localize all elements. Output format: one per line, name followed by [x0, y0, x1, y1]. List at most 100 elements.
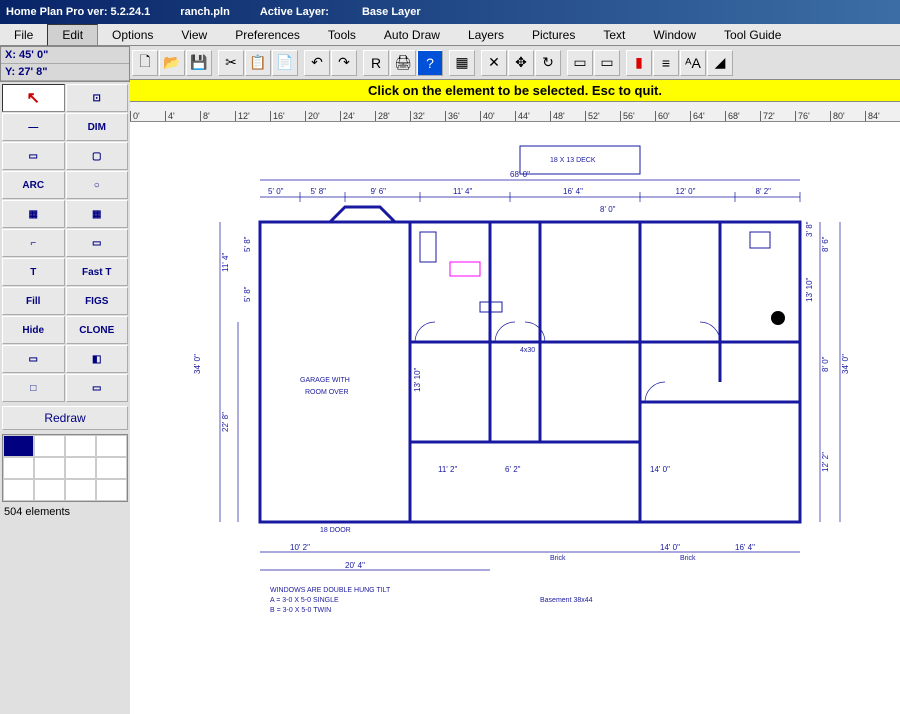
ruler-tick: 80' — [830, 111, 865, 121]
tool-entity2[interactable]: ◧ — [66, 345, 129, 373]
ruler-tick: 20' — [305, 111, 340, 121]
svg-text:Basement 38x44: Basement 38x44 — [540, 597, 593, 604]
color-swatch-11[interactable] — [96, 479, 127, 501]
tool-rounded-rect[interactable]: ▢ — [66, 142, 129, 170]
menu-pictures[interactable]: Pictures — [518, 25, 589, 45]
tb-shape-tb-icon[interactable]: ▭ — [567, 50, 593, 76]
ruler-tick: 60' — [655, 111, 690, 121]
ruler-tick: 72' — [760, 111, 795, 121]
tb-colors-tb-icon[interactable]: ▮ — [626, 50, 652, 76]
tool-select-rect[interactable]: ⊡ — [66, 84, 129, 112]
color-swatch-2[interactable] — [65, 435, 96, 457]
tb-copy-icon[interactable]: 📋 — [245, 50, 271, 76]
tb-save-icon[interactable]: 💾 — [186, 50, 212, 76]
tb-help-icon[interactable]: ? — [417, 50, 443, 76]
tool-figures[interactable]: FIGS — [66, 287, 129, 315]
tb-delete-icon[interactable]: ✕ — [481, 50, 507, 76]
svg-text:34' 0": 34' 0" — [193, 354, 202, 374]
tb-lines-tb-icon[interactable]: ≡ — [653, 50, 679, 76]
menu-tool-guide[interactable]: Tool Guide — [710, 25, 795, 45]
tb-redraw-tb-icon[interactable]: R — [363, 50, 389, 76]
ruler-tick: 64' — [690, 111, 725, 121]
tool-arc[interactable]: ARC — [2, 171, 65, 199]
tb-cut-icon[interactable]: ✂ — [218, 50, 244, 76]
tool-entity3[interactable]: □ — [2, 374, 65, 402]
ruler-tick: 36' — [445, 111, 480, 121]
tool-rect[interactable]: ▭ — [2, 142, 65, 170]
tool-grid2[interactable]: ▦ — [66, 200, 129, 228]
svg-text:8' 0": 8' 0" — [600, 205, 616, 214]
menu-file[interactable]: File — [0, 25, 47, 45]
color-swatch-1[interactable] — [34, 435, 65, 457]
tb-move-icon[interactable]: ✥ — [508, 50, 534, 76]
tb-print-icon[interactable]: 🖨 — [390, 50, 416, 76]
color-swatch-3[interactable] — [96, 435, 127, 457]
color-swatch-9[interactable] — [34, 479, 65, 501]
drawing-canvas[interactable]: 18 X 13 DECK 68' 0" 5' 0"5' 8"9' 6"11' 4… — [130, 122, 900, 714]
svg-text:18 DOOR: 18 DOOR — [320, 527, 351, 534]
tb-paste-icon[interactable]: 📄 — [272, 50, 298, 76]
tool-grid1[interactable]: ▦ — [2, 200, 65, 228]
svg-text:5' 8": 5' 8" — [311, 187, 327, 196]
tool-line[interactable]: — — [2, 113, 65, 141]
menu-preferences[interactable]: Preferences — [221, 25, 314, 45]
tool-select-arrow[interactable]: ↖ — [2, 84, 65, 112]
ruler-tick: 68' — [725, 111, 760, 121]
tool-dimension[interactable]: DIM — [66, 113, 129, 141]
tb-redo-icon[interactable]: ↷ — [331, 50, 357, 76]
svg-text:A = 3-0 X 5-0 SINGLE: A = 3-0 X 5-0 SINGLE — [270, 597, 339, 604]
ruler-tick: 32' — [410, 111, 445, 121]
menu-tools[interactable]: Tools — [314, 25, 370, 45]
svg-text:B = 3-0 X 5-0 TWIN: B = 3-0 X 5-0 TWIN — [270, 607, 331, 614]
tool-fast-text[interactable]: Fast T — [66, 258, 129, 286]
tb-fonts-tb-icon[interactable]: ᴬA — [680, 50, 706, 76]
tool-entity1[interactable]: ▭ — [2, 345, 65, 373]
tool-fill[interactable]: Fill — [2, 287, 65, 315]
svg-text:10' 2": 10' 2" — [290, 543, 310, 552]
tb-shape2-tb-icon[interactable]: ▭ — [594, 50, 620, 76]
color-swatch-10[interactable] — [65, 479, 96, 501]
file-name: ranch.pln — [180, 6, 230, 18]
menu-view[interactable]: View — [167, 25, 221, 45]
tool-polyline[interactable]: ⌐ — [2, 229, 65, 257]
tool-circle[interactable]: ○ — [66, 171, 129, 199]
tb-undo-icon[interactable]: ↶ — [304, 50, 330, 76]
menu-options[interactable]: Options — [98, 25, 167, 45]
redraw-button[interactable]: Redraw — [2, 406, 128, 430]
tool-clone[interactable]: CLONE — [66, 316, 129, 344]
tool-entity4[interactable]: ▭ — [66, 374, 129, 402]
menu-edit[interactable]: Edit — [47, 24, 98, 46]
ruler-tick: 84' — [865, 111, 900, 121]
floorplan-drawing[interactable]: 18 X 13 DECK 68' 0" 5' 0"5' 8"9' 6"11' 4… — [180, 142, 860, 622]
menu-text[interactable]: Text — [589, 25, 639, 45]
tb-new-icon[interactable]: 🗋 — [132, 50, 158, 76]
svg-text:12' 2": 12' 2" — [821, 452, 830, 472]
color-swatch-8[interactable] — [3, 479, 34, 501]
ruler-tick: 16' — [270, 111, 305, 121]
tool-hide[interactable]: Hide — [2, 316, 65, 344]
svg-text:34' 0": 34' 0" — [841, 354, 850, 374]
color-swatch-0[interactable] — [3, 435, 34, 457]
svg-text:68' 0": 68' 0" — [510, 170, 530, 179]
svg-text:11' 4": 11' 4" — [453, 187, 473, 196]
tb-rotate-icon[interactable]: ↻ — [535, 50, 561, 76]
color-swatch-6[interactable] — [65, 457, 96, 479]
tool-shape[interactable]: ▭ — [66, 229, 129, 257]
color-swatch-4[interactable] — [3, 457, 34, 479]
svg-text:4x30: 4x30 — [520, 347, 535, 354]
tb-grid-tb-icon[interactable]: ▦ — [449, 50, 475, 76]
ruler-tick: 0' — [130, 111, 165, 121]
menu-auto-draw[interactable]: Auto Draw — [370, 25, 454, 45]
ruler-tick: 56' — [620, 111, 655, 121]
color-palette — [2, 434, 128, 502]
svg-text:8' 2": 8' 2" — [756, 187, 772, 196]
svg-text:Brick: Brick — [550, 555, 566, 562]
svg-text:WINDOWS ARE DOUBLE HUNG TILT: WINDOWS ARE DOUBLE HUNG TILT — [270, 587, 391, 594]
menu-layers[interactable]: Layers — [454, 25, 518, 45]
tool-text[interactable]: T — [2, 258, 65, 286]
color-swatch-5[interactable] — [34, 457, 65, 479]
color-swatch-7[interactable] — [96, 457, 127, 479]
tb-hatch-tb-icon[interactable]: ◢ — [707, 50, 733, 76]
tb-open-icon[interactable]: 📂 — [159, 50, 185, 76]
menu-window[interactable]: Window — [639, 25, 710, 45]
